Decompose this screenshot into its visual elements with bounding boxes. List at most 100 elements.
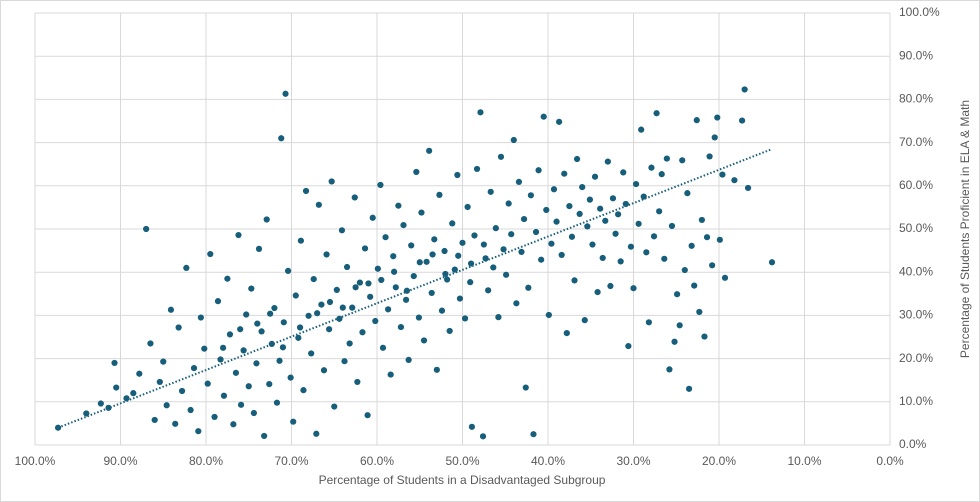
scatter-point	[428, 289, 435, 297]
scatter-point	[436, 191, 443, 198]
y-tick-label: 70.0%	[899, 135, 933, 149]
scatter-point	[681, 266, 688, 274]
scatter-point	[295, 334, 302, 341]
y-tick-label: 0.0%	[899, 437, 927, 451]
scatter-point	[248, 285, 255, 292]
scatter-point	[187, 406, 194, 414]
scatter-point	[178, 387, 186, 395]
x-tick-label: 0.0%	[876, 454, 904, 468]
scatter-point	[477, 109, 484, 116]
scatter-point	[663, 155, 670, 162]
scatter-point	[351, 194, 358, 201]
scatter-point	[540, 113, 547, 120]
scatter-point	[163, 402, 170, 409]
scatter-point	[449, 220, 456, 227]
scatter-point	[397, 323, 405, 331]
y-tick-label: 50.0%	[899, 221, 933, 235]
scatter-point	[338, 227, 346, 234]
scatter-point	[482, 255, 489, 262]
scatter-point	[364, 412, 371, 419]
scatter-point	[220, 392, 228, 399]
scatter-point	[709, 262, 716, 269]
scatter-point	[343, 263, 351, 271]
scatter-point	[627, 243, 635, 250]
scatter-point	[374, 265, 381, 272]
scatter-point	[643, 249, 650, 256]
scatter-point	[326, 326, 333, 333]
scatter-point	[446, 327, 453, 335]
scatter-point	[220, 344, 227, 351]
scatter-point	[441, 247, 448, 255]
scatter-point	[518, 248, 525, 255]
scatter-point	[361, 245, 369, 252]
x-tick-label: 20.0%	[702, 454, 736, 468]
scatter-point	[136, 370, 143, 377]
scatter-point	[510, 136, 517, 144]
scatter-point	[589, 241, 596, 248]
scatter-point	[369, 214, 376, 221]
scatter-point	[245, 383, 252, 390]
scatter-point	[123, 395, 130, 402]
x-tick-label: 100.0%	[15, 454, 56, 468]
scatter-point	[635, 220, 642, 227]
scatter-point	[382, 234, 389, 241]
scatter-point	[429, 251, 436, 258]
scatter-point	[599, 254, 606, 262]
scatter-point	[250, 409, 257, 417]
scatter-point	[716, 236, 723, 243]
scatter-point	[410, 272, 417, 280]
scatter-point	[352, 284, 359, 291]
x-tick-label: 60.0%	[360, 454, 394, 468]
scatter-point	[297, 237, 305, 244]
scatter-point	[543, 206, 550, 214]
scatter-point	[768, 259, 776, 266]
scatter-point	[520, 215, 528, 223]
scatter-point	[267, 310, 274, 317]
scatter-point	[160, 358, 167, 365]
scatter-point	[391, 268, 398, 275]
scatter-point	[550, 186, 558, 193]
scatter-point	[579, 183, 586, 191]
scatter-point	[217, 356, 224, 363]
scatter-point	[431, 236, 438, 243]
scatter-point	[207, 250, 214, 258]
scatter-point	[487, 188, 494, 195]
scatter-point	[612, 230, 619, 237]
scatter-point	[111, 359, 118, 367]
scatter-point	[359, 329, 366, 336]
scatter-point	[467, 279, 474, 286]
scatter-point	[525, 284, 532, 291]
x-tick-label: 90.0%	[103, 454, 137, 468]
scatter-point	[584, 223, 591, 230]
scatter-point	[83, 410, 90, 417]
scatter-point	[377, 181, 384, 189]
scatter-point	[738, 117, 746, 124]
scatter-point	[280, 319, 287, 326]
y-tick-label: 90.0%	[899, 48, 933, 62]
scatter-point	[302, 187, 310, 195]
scatter-point	[232, 369, 240, 376]
scatter-point	[656, 208, 663, 215]
y-tick-label: 80.0%	[899, 92, 933, 106]
scatter-point	[243, 311, 250, 318]
scatter-point	[405, 356, 412, 363]
scatter-point	[320, 367, 328, 374]
scatter-point	[719, 171, 726, 178]
scatter-point	[685, 385, 693, 392]
scatter-point	[607, 282, 614, 290]
scatter-point	[426, 147, 433, 154]
scatter-point	[356, 279, 363, 286]
scatter-point	[468, 423, 476, 430]
scatter-point	[255, 245, 263, 252]
scatter-point	[698, 216, 706, 224]
scatter-point	[571, 277, 578, 284]
scatter-point	[151, 416, 158, 424]
scatter-point	[201, 345, 208, 352]
scatter-point	[282, 90, 289, 97]
scatter-point	[576, 210, 583, 217]
scatter-point	[313, 430, 320, 437]
scatter-point	[240, 347, 247, 354]
scatter-point	[545, 311, 552, 319]
scatter-point	[278, 135, 285, 142]
scatter-point	[632, 180, 640, 188]
